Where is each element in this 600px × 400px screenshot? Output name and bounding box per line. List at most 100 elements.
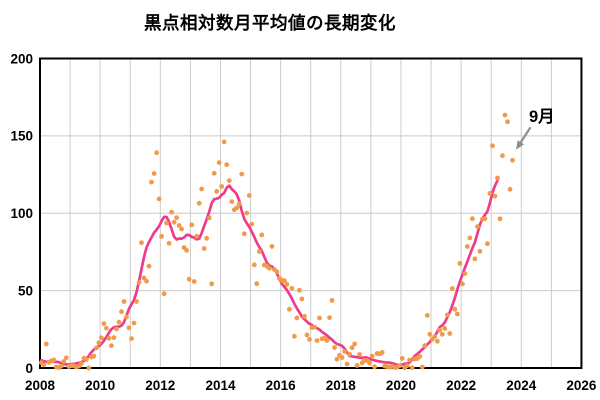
data-point [432, 334, 438, 339]
data-point [409, 365, 415, 371]
data-point [114, 326, 119, 332]
data-point [106, 335, 112, 341]
data-point [194, 233, 200, 239]
data-point [224, 162, 230, 168]
data-point [399, 356, 405, 361]
x-tick-label: 2022 [446, 378, 476, 393]
data-point [449, 286, 455, 291]
data-point [500, 153, 505, 159]
data-point [161, 291, 167, 297]
data-point [505, 119, 510, 125]
data-point [209, 281, 215, 287]
data-point [226, 178, 232, 184]
arrow-shaft [518, 126, 532, 146]
data-dots [38, 112, 515, 371]
data-point [354, 363, 360, 368]
y-tick-label: 150 [10, 129, 33, 144]
data-point [367, 360, 372, 366]
axes-frame [39, 57, 583, 369]
data-point [287, 306, 292, 312]
data-point [397, 363, 403, 369]
data-point [439, 331, 445, 337]
data-point [457, 261, 463, 266]
x-tick-label: 2024 [506, 378, 537, 393]
data-point [189, 222, 195, 228]
data-point [299, 296, 305, 302]
data-point [312, 324, 317, 330]
data-point [96, 340, 102, 346]
data-point [292, 333, 297, 339]
data-point [99, 335, 104, 341]
data-point [424, 313, 430, 318]
data-point [497, 216, 503, 222]
x-tick-label: 2020 [386, 378, 416, 393]
data-point [206, 215, 212, 221]
data-point [256, 249, 262, 254]
smoothed-line [39, 179, 499, 367]
data-point [146, 263, 152, 269]
data-point [434, 338, 440, 344]
data-point [317, 315, 322, 321]
data-point [482, 216, 488, 222]
x-tick-label: 2014 [205, 378, 236, 393]
data-point [191, 279, 197, 284]
data-point [259, 232, 265, 238]
data-point [124, 314, 129, 320]
annotation-label: 9月 [529, 107, 555, 126]
data-point [302, 313, 307, 319]
data-point [502, 112, 508, 118]
data-point [282, 278, 287, 284]
data-point [274, 269, 280, 275]
data-point [236, 201, 242, 207]
data-point [485, 241, 490, 247]
data-point [460, 281, 465, 287]
data-point [51, 357, 57, 363]
data-point [447, 331, 453, 336]
data-point [41, 362, 47, 368]
data-point [164, 220, 170, 226]
y-tick-label: 200 [10, 51, 33, 66]
data-point [437, 327, 443, 333]
data-point [244, 210, 250, 216]
data-point [86, 365, 92, 371]
data-point [404, 363, 410, 369]
x-tick-label: 2012 [145, 378, 175, 393]
y-tick-label: 50 [18, 283, 33, 298]
data-point [357, 352, 362, 357]
x-tick-label: 2010 [85, 378, 115, 393]
data-point [334, 356, 340, 362]
data-point [465, 244, 470, 249]
data-point [462, 271, 468, 276]
data-point [58, 363, 64, 369]
data-point [327, 315, 332, 320]
data-point [470, 216, 475, 222]
data-point [417, 354, 423, 359]
data-point [121, 299, 127, 304]
data-point [304, 332, 310, 338]
data-point [79, 361, 84, 366]
data-point [307, 337, 312, 342]
data-point [94, 345, 99, 351]
plot-frame [39, 57, 583, 369]
data-point [101, 321, 107, 326]
data-point [201, 246, 207, 251]
data-point [131, 320, 137, 326]
data-point [211, 170, 217, 176]
data-point [141, 275, 147, 281]
data-point [452, 306, 458, 312]
data-point [492, 193, 498, 199]
data-point [43, 341, 49, 347]
data-point [246, 193, 252, 198]
data-point [254, 281, 260, 287]
data-point [154, 150, 160, 156]
data-point [241, 231, 247, 237]
data-point [467, 235, 473, 241]
arrow-head [516, 140, 525, 150]
data-point [139, 240, 144, 246]
data-point [352, 341, 357, 347]
data-point [166, 240, 172, 246]
data-point [84, 357, 89, 362]
data-point [294, 315, 300, 321]
data-point [314, 338, 320, 343]
